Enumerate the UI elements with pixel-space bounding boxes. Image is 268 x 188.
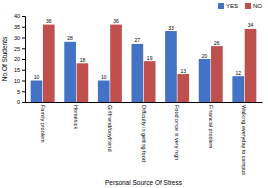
y-axis-title: No.Of Students (1, 36, 8, 81)
y-tick-label: 25 (14, 46, 20, 52)
data-label: 28 (67, 35, 73, 41)
legend-item: YES (218, 3, 238, 9)
bar (245, 29, 257, 102)
x-axis: Family problem Homesick Girlfriend/boyfrie… (26, 103, 263, 176)
y-tick-mark (22, 102, 25, 103)
data-label: 34 (248, 22, 254, 28)
plot-area: 0 5 10 15 20 25 30 35 40 Family problem Homesick Gi… (14, 13, 263, 175)
bar (199, 59, 211, 102)
chart-container: 0 5 10 15 20 25 30 35 40 Family problem Homesick Gi… (0, 0, 268, 188)
y-tick-mark (22, 16, 25, 17)
y-tick: 25 (14, 46, 25, 52)
y-tick: 35 (14, 24, 25, 30)
bar (132, 44, 144, 102)
bar (165, 31, 177, 102)
y-tick: 20 (14, 56, 25, 62)
legend-label: YES (226, 3, 238, 9)
data-label: 27 (135, 37, 141, 43)
bar (232, 76, 244, 102)
bar (31, 81, 43, 103)
y-tick-label: 0 (17, 99, 20, 105)
y-tick-label: 30 (14, 35, 20, 41)
x-tick-label: Walking everyday to campus (241, 105, 247, 175)
x-axis-line (26, 102, 263, 103)
data-label: 10 (101, 74, 107, 80)
data-label: 19 (147, 55, 153, 61)
y-tick-mark (22, 59, 25, 60)
bar (77, 63, 89, 102)
y-tick: 30 (14, 35, 25, 41)
data-label: 36 (113, 18, 119, 24)
legend: YES NO (218, 3, 262, 9)
x-tick: Girlfriend/boyfriend (107, 105, 113, 151)
x-tick: Family problem (40, 105, 46, 143)
y-tick-mark (22, 38, 25, 39)
bars (31, 25, 257, 102)
y-tick-mark (22, 91, 25, 92)
legend-item: NO (245, 3, 262, 9)
y-tick-mark (22, 70, 25, 71)
chart-svg: 0 5 10 15 20 25 30 35 40 Family problem Homesick Gi… (0, 0, 268, 188)
x-tick: Difficulty in getting food (141, 105, 147, 162)
bar (64, 42, 76, 102)
y-axis-line (22, 17, 26, 103)
data-label: 18 (80, 57, 86, 63)
x-axis-title: Personal Source Of Stress (105, 179, 183, 186)
y-tick: 40 (14, 13, 25, 19)
y-tick: 15 (14, 67, 25, 73)
y-tick-label: 20 (14, 56, 20, 62)
data-labels: 10 28 10 27 33 20 12 36 18 36 19 13 26 34 (34, 18, 254, 80)
x-tick-label: Financial problem (208, 105, 214, 149)
y-tick-mark (22, 81, 25, 82)
x-tick: Walking everyday to campus (241, 105, 247, 175)
y-tick-label: 5 (17, 89, 20, 95)
y-axis: 0 5 10 15 20 25 30 35 40 (14, 13, 26, 105)
data-label: 20 (202, 53, 208, 59)
y-tick-label: 35 (14, 24, 20, 30)
data-label: 12 (235, 70, 241, 76)
y-tick-mark (22, 48, 25, 49)
legend-label: NO (253, 3, 262, 9)
bar (144, 61, 156, 102)
bar (43, 25, 55, 102)
x-tick: Food price is very high (174, 105, 180, 160)
y-tick: 0 (17, 99, 25, 105)
y-tick-label: 15 (14, 67, 20, 73)
y-tick: 5 (17, 89, 25, 95)
bar (211, 46, 223, 102)
bar (177, 74, 189, 102)
y-tick: 10 (14, 78, 25, 84)
bar (98, 81, 110, 103)
data-label: 33 (168, 25, 174, 31)
x-tick-label: Girlfriend/boyfriend (107, 105, 113, 151)
x-tick-label: Homesick (73, 105, 79, 129)
x-tick: Financial problem (208, 105, 214, 149)
data-label: 10 (34, 74, 40, 80)
x-tick-label: Family problem (40, 105, 46, 143)
x-tick-label: Difficulty in getting food (141, 105, 147, 162)
data-label: 26 (214, 40, 220, 46)
data-label: 13 (180, 68, 186, 74)
x-tick: Homesick (73, 105, 79, 129)
legend-swatch (245, 3, 251, 9)
x-tick-label: Food price is very high (174, 105, 180, 160)
y-tick-mark (22, 27, 25, 28)
y-tick-label: 40 (14, 13, 20, 19)
data-label: 36 (46, 18, 52, 24)
bar (110, 25, 122, 102)
legend-swatch (218, 3, 224, 9)
y-tick-label: 10 (14, 78, 20, 84)
